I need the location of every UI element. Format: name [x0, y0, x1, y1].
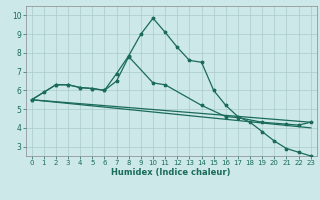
X-axis label: Humidex (Indice chaleur): Humidex (Indice chaleur) [111, 168, 231, 177]
